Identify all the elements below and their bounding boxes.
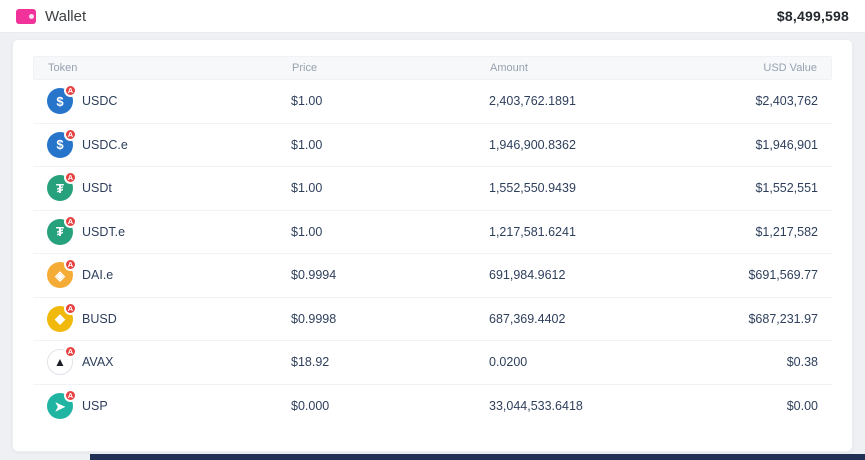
token-name: USDC — [82, 94, 118, 109]
token-amount: 691,984.9612 — [489, 268, 566, 283]
token-price: $0.9994 — [291, 268, 337, 283]
wallet-card: Token Price Amount USD Value $ A USDC $1… — [12, 39, 853, 452]
token-cell: $ A USDC.e — [47, 127, 291, 158]
token-name: USDt — [82, 181, 112, 196]
column-header-amount: Amount — [490, 62, 528, 74]
token-cell: $ A USDC — [47, 84, 291, 115]
token-price: $1.00 — [291, 94, 323, 109]
avax-icon: ▲ — [47, 349, 73, 376]
table-row: $ A USDC.e $1.00 1,946,900.8362 $1,946,9… — [33, 124, 832, 167]
token-name: BUSD — [82, 311, 117, 326]
token-price: $0.9998 — [291, 311, 337, 326]
token-cell: ▲ A AVAX — [47, 345, 291, 376]
page-title: Wallet — [45, 7, 87, 25]
wallet-icon — [16, 8, 36, 24]
table-row: $ A USDC $1.00 2,403,762.1891 $2,403,762 — [33, 80, 832, 124]
token-cell: ◆ A BUSD — [47, 301, 291, 332]
column-header-usd-value: USD Value — [763, 62, 817, 74]
avalanche-network-badge: A — [64, 345, 77, 359]
token-amount: 33,044,533.6418 — [489, 399, 583, 414]
avalanche-network-badge: A — [64, 258, 77, 272]
token-amount: 1,946,900.8362 — [489, 137, 576, 152]
token-usd-value: $0.00 — [786, 399, 818, 414]
token-usd-value: $687,231.97 — [748, 311, 818, 326]
token-usd-value: $1,946,901 — [755, 137, 818, 152]
table-header-row: Token Price Amount USD Value — [33, 56, 832, 80]
token-price: $1.00 — [291, 137, 323, 152]
token-cell: ₮ A USDt — [47, 171, 291, 202]
avalanche-network-badge: A — [64, 214, 77, 228]
token-name: DAI.e — [82, 268, 114, 283]
token-price: $18.92 — [291, 355, 330, 370]
avalanche-network-badge: A — [64, 301, 77, 315]
token-usd-value: $2,403,762 — [755, 94, 818, 109]
avalanche-network-badge: A — [64, 389, 77, 403]
token-amount: 0.0200 — [489, 355, 528, 370]
token-usd-value: $691,569.77 — [748, 268, 818, 283]
token-name: USP — [82, 399, 108, 414]
table-row: ▲ A AVAX $18.92 0.0200 $0.38 — [33, 341, 832, 385]
token-cell: ₮ A USDT.e — [47, 214, 291, 245]
token-price: $1.00 — [291, 181, 323, 196]
table-row: ₮ A USDT.e $1.00 1,217,581.6241 $1,217,5… — [33, 211, 832, 254]
table-row: ◆ A BUSD $0.9998 687,369.4402 $687,231.9… — [33, 298, 832, 341]
token-amount: 1,552,550.9439 — [489, 181, 576, 196]
token-amount: 1,217,581.6241 — [489, 224, 576, 239]
table-row: ➤ A USP $0.000 33,044,533.6418 $0.00 — [33, 385, 832, 429]
avalanche-network-badge: A — [64, 84, 77, 98]
token-usd-value: $0.38 — [786, 355, 818, 370]
token-amount: 2,403,762.1891 — [489, 94, 576, 109]
table-row: ◈ A DAI.e $0.9994 691,984.9612 $691,569.… — [33, 254, 832, 298]
token-price: $1.00 — [291, 224, 323, 239]
table-body: $ A USDC $1.00 2,403,762.1891 $2,403,762… — [33, 80, 832, 428]
topbar: Wallet $8,499,598 — [0, 0, 865, 33]
token-cell: ◈ A DAI.e — [47, 258, 291, 289]
avalanche-network-badge: A — [64, 127, 77, 141]
token-usd-value: $1,217,582 — [755, 224, 818, 239]
token-cell: ➤ A USP — [47, 389, 291, 420]
token-name: USDC.e — [82, 137, 128, 152]
column-header-token: Token — [48, 62, 78, 74]
avalanche-network-badge: A — [64, 171, 77, 185]
token-price: $0.000 — [291, 399, 330, 414]
wallet-total-value: $8,499,598 — [776, 8, 849, 24]
footer-strip — [90, 454, 865, 460]
column-header-price: Price — [292, 62, 318, 74]
table-row: ₮ A USDt $1.00 1,552,550.9439 $1,552,551 — [33, 167, 832, 211]
token-name: AVAX — [82, 355, 114, 370]
token-name: USDT.e — [82, 224, 126, 239]
token-usd-value: $1,552,551 — [755, 181, 818, 196]
token-amount: 687,369.4402 — [489, 311, 566, 326]
